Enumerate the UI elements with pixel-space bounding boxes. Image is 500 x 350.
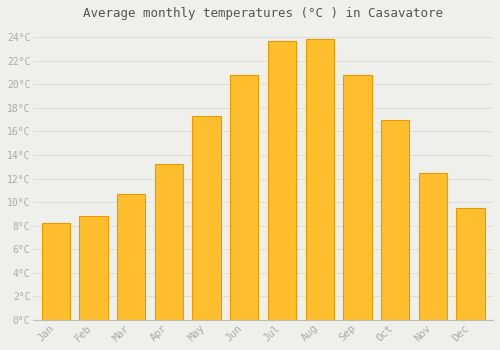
- Bar: [381, 120, 409, 320]
- Bar: [268, 41, 296, 320]
- Bar: [80, 216, 108, 320]
- Bar: [456, 208, 484, 320]
- Bar: [230, 75, 258, 320]
- Bar: [343, 75, 372, 320]
- Bar: [155, 164, 183, 320]
- Bar: [306, 40, 334, 320]
- Bar: [42, 223, 70, 320]
- Bar: [418, 173, 447, 320]
- Bar: [192, 116, 220, 320]
- Title: Average monthly temperatures (°C ) in Casavatore: Average monthly temperatures (°C ) in Ca…: [83, 7, 443, 20]
- Bar: [117, 194, 145, 320]
